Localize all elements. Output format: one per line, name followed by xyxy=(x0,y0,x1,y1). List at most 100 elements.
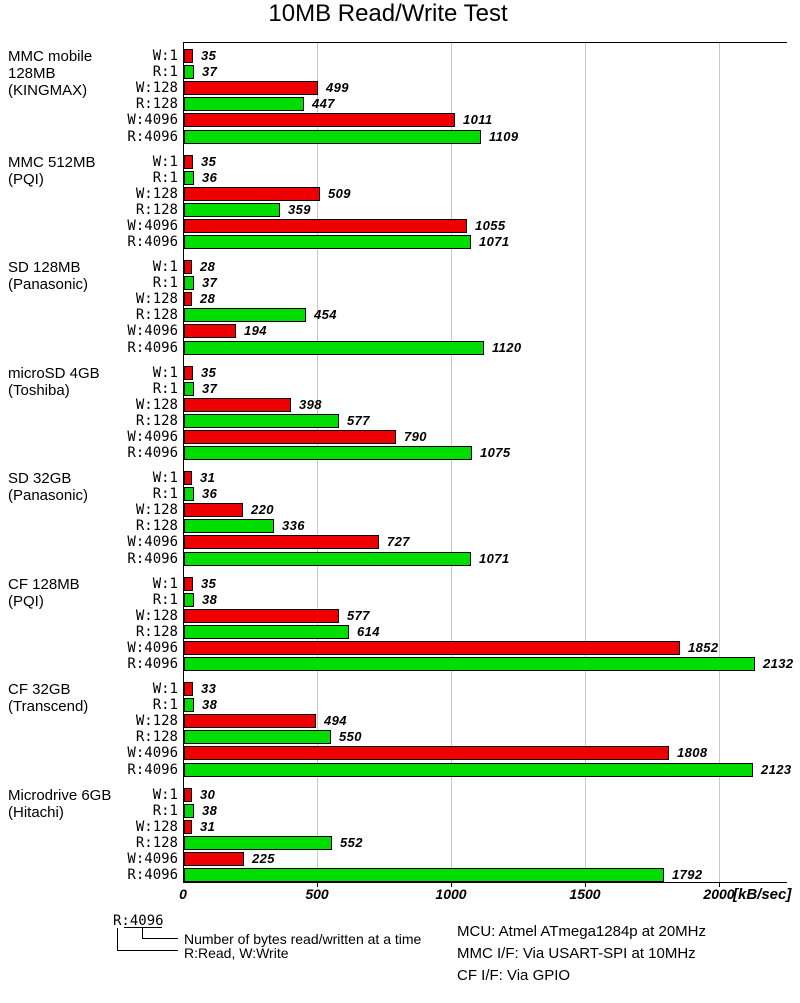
bar-value-label: 30 xyxy=(200,787,216,802)
x-tickmark xyxy=(317,882,318,887)
write-bar xyxy=(184,81,318,95)
group-label-line: (Panasonic) xyxy=(8,276,89,293)
bar-value-label: 577 xyxy=(347,413,370,428)
bar-value-label: 31 xyxy=(200,819,216,834)
x-tick-label: 0 xyxy=(179,886,187,902)
bar-row-label: R:1 xyxy=(152,803,178,819)
bar-value-label: 1852 xyxy=(688,640,719,655)
gridline xyxy=(585,42,586,882)
bar-row-label: R:128 xyxy=(135,413,178,429)
bar-row-label: R:4096 xyxy=(127,445,178,461)
group-label: Microdrive 6GB (Hitachi) xyxy=(8,787,111,821)
bar-value-label: 36 xyxy=(202,486,218,501)
bar-value-label: 336 xyxy=(282,518,305,533)
bar-row-label: W:128 xyxy=(135,397,178,413)
bar-row-label: W:1 xyxy=(152,470,178,486)
bar-value-label: 35 xyxy=(201,576,217,591)
bar-value-label: 614 xyxy=(357,624,380,639)
bar-value-label: 494 xyxy=(324,713,347,728)
group-label: MMC mobile 128MB (KINGMAX) xyxy=(8,48,92,99)
read-bar xyxy=(184,519,274,533)
legend-sample-label: R:4096 xyxy=(113,913,164,929)
bar-value-label: 194 xyxy=(244,323,267,338)
bar-value-label: 1055 xyxy=(475,218,506,233)
bar-row-label: R:128 xyxy=(135,307,178,323)
write-bar xyxy=(184,577,193,591)
group-label: CF 128MB (PQI) xyxy=(8,576,80,610)
read-bar xyxy=(184,698,194,712)
write-bar xyxy=(184,788,192,802)
bar-row-label: W:4096 xyxy=(127,218,178,234)
write-bar xyxy=(184,682,193,696)
bar-value-label: 35 xyxy=(201,154,217,169)
read-bar xyxy=(184,171,194,185)
bar-value-label: 38 xyxy=(202,592,218,607)
bar-value-label: 447 xyxy=(312,96,335,111)
read-bar xyxy=(184,97,304,111)
group-label: microSD 4GB (Toshiba) xyxy=(8,365,100,399)
bar-row-label: W:4096 xyxy=(127,851,178,867)
write-bar xyxy=(184,714,316,728)
bar-row-label: R:128 xyxy=(135,96,178,112)
bar-value-label: 35 xyxy=(201,48,217,63)
bar-value-label: 1071 xyxy=(479,234,510,249)
bar-row-label: R:128 xyxy=(135,835,178,851)
bar-value-label: 1071 xyxy=(479,551,510,566)
gridline xyxy=(719,42,720,882)
bar-row-label: R:128 xyxy=(135,729,178,745)
bar-value-label: 31 xyxy=(200,470,216,485)
read-bar xyxy=(184,593,194,607)
bar-row-label: W:1 xyxy=(152,365,178,381)
write-bar xyxy=(184,398,291,412)
group-label-line: (Toshiba) xyxy=(8,382,70,399)
x-tick-label: 1000 xyxy=(435,886,467,902)
write-bar xyxy=(184,641,680,655)
bar-row-label: R:128 xyxy=(135,624,178,640)
group-label: CF 32GB (Transcend) xyxy=(8,681,88,715)
bar-value-label: 220 xyxy=(251,502,274,517)
bar-value-label: 36 xyxy=(202,170,218,185)
group-label-line: (Panasonic) xyxy=(8,487,89,504)
write-bar xyxy=(184,113,455,127)
bar-row-label: R:4096 xyxy=(127,129,178,145)
read-bar xyxy=(184,203,280,217)
read-bar xyxy=(184,382,194,396)
bar-row-label: W:128 xyxy=(135,502,178,518)
gridline xyxy=(451,42,452,882)
bar-row-label: R:1 xyxy=(152,486,178,502)
write-bar xyxy=(184,503,243,517)
read-bar xyxy=(184,804,194,818)
group-label-line: (PQI) xyxy=(8,171,44,188)
legend-note-bytes: Number of bytes read/written at a time xyxy=(184,931,422,947)
group-label-line: MMC 512MB xyxy=(8,154,96,171)
write-bar xyxy=(184,535,379,549)
bar-row-label: R:1 xyxy=(152,275,178,291)
chart-title: 10MB Read/Write Test xyxy=(268,0,508,27)
group-label-line: (Transcend) xyxy=(8,698,89,715)
plot-top-border xyxy=(183,42,787,43)
bar-value-label: 1808 xyxy=(677,745,708,760)
bar-row-label: W:1 xyxy=(152,576,178,592)
x-tick-label: 2000 xyxy=(703,886,735,902)
write-bar xyxy=(184,187,320,201)
bar-row-label: R:1 xyxy=(152,64,178,80)
bar-value-label: 1011 xyxy=(463,112,493,127)
bar-value-label: 1792 xyxy=(672,867,703,882)
bar-row-label: W:1 xyxy=(152,787,178,803)
group-label: MMC 512MB (PQI) xyxy=(8,154,96,188)
bar-row-label: W:1 xyxy=(152,259,178,275)
write-bar xyxy=(184,324,236,338)
bar-row-label: W:1 xyxy=(152,681,178,697)
group-label-line: MMC mobile xyxy=(8,48,93,65)
read-bar xyxy=(184,235,471,249)
write-bar xyxy=(184,292,192,306)
write-bar xyxy=(184,609,339,623)
write-bar xyxy=(184,155,193,169)
x-tickmark xyxy=(585,882,586,887)
read-bar xyxy=(184,276,194,290)
bar-value-label: 35 xyxy=(201,365,217,380)
group-label: SD 128MB (Panasonic) xyxy=(8,259,88,293)
bar-row-label: W:128 xyxy=(135,186,178,202)
x-tickmark xyxy=(451,882,452,887)
bar-value-label: 37 xyxy=(202,64,218,79)
